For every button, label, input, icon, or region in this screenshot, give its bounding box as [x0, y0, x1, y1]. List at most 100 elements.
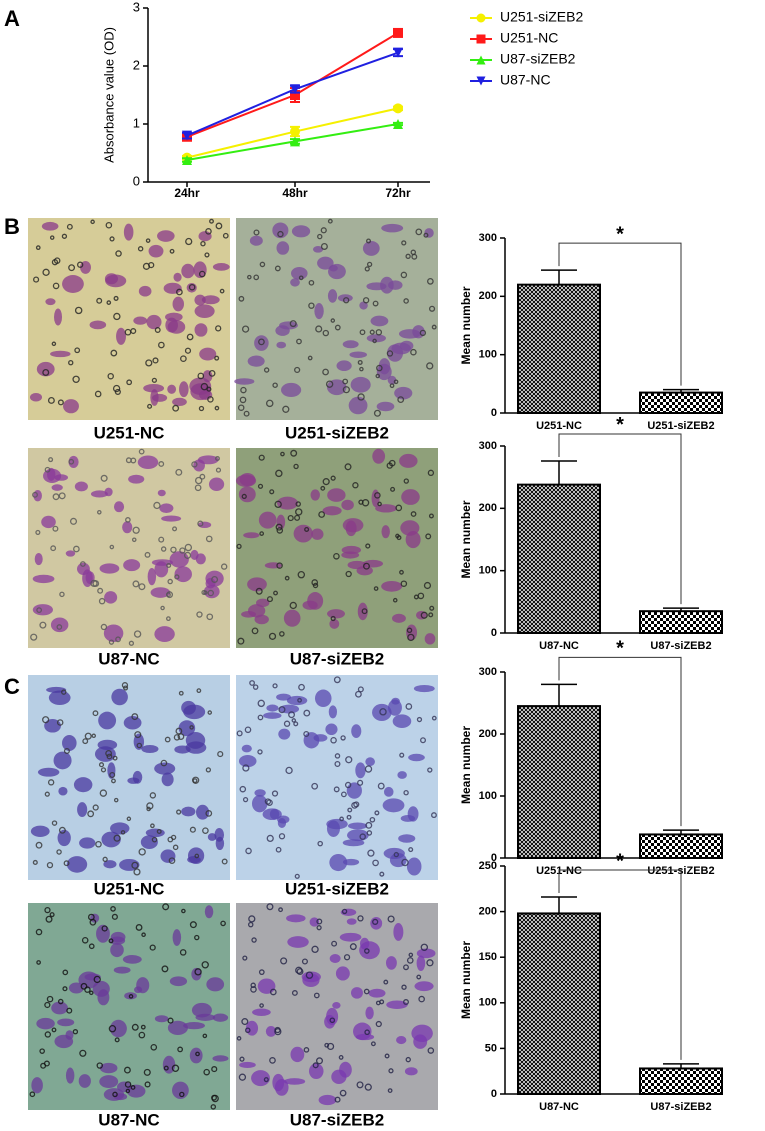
cell [281, 382, 302, 398]
cell [286, 695, 308, 706]
pore [341, 908, 348, 915]
pore [375, 329, 383, 336]
cell [381, 580, 403, 592]
cell [159, 503, 174, 514]
pore [68, 264, 76, 272]
cell [318, 1094, 337, 1106]
pore [311, 579, 319, 586]
pore [79, 1049, 87, 1057]
cell [302, 600, 318, 610]
cell [290, 278, 300, 287]
pore [52, 282, 60, 290]
pore [88, 943, 95, 950]
micrograph [236, 675, 438, 880]
cell [205, 570, 224, 587]
pore [325, 380, 334, 388]
cell [328, 705, 338, 719]
pore [428, 612, 434, 618]
pore [258, 454, 265, 461]
cell [36, 1017, 55, 1030]
y-tick-label: 200 [479, 728, 497, 740]
pore [389, 383, 395, 389]
pore [297, 570, 306, 579]
cell [347, 822, 368, 830]
cell [187, 847, 205, 865]
cell [411, 1024, 433, 1042]
pore [359, 366, 364, 372]
cell [249, 235, 263, 246]
pore [68, 458, 75, 465]
pore [72, 375, 80, 384]
pore [364, 266, 370, 272]
cell [63, 399, 79, 414]
pore [209, 218, 214, 224]
pore [44, 466, 51, 473]
pore [392, 597, 398, 603]
pore [132, 526, 140, 534]
pore [291, 990, 298, 996]
cell [150, 587, 171, 598]
pore [269, 1057, 276, 1064]
pore [146, 806, 151, 812]
pore [49, 912, 55, 918]
cell [116, 327, 126, 345]
cell [362, 559, 384, 568]
pore [427, 767, 433, 773]
pore [399, 752, 405, 758]
pore [251, 937, 257, 943]
cell [73, 777, 93, 793]
pore [113, 834, 121, 842]
bar [517, 483, 601, 634]
pore [61, 689, 67, 695]
pore [47, 779, 55, 786]
pore [383, 979, 389, 985]
pore [405, 703, 413, 710]
pore [44, 791, 50, 797]
pore [388, 1068, 394, 1074]
panel-label: A [4, 6, 20, 31]
pore [156, 829, 162, 835]
cell [276, 241, 290, 255]
pore [236, 1036, 242, 1041]
pore [68, 360, 74, 366]
pore [410, 348, 417, 356]
cell [290, 1046, 305, 1063]
pore [144, 1081, 151, 1088]
pore [322, 329, 330, 337]
pore [124, 328, 132, 336]
cell [266, 704, 279, 712]
y-tick-label: 3 [133, 0, 140, 14]
pore [92, 804, 99, 811]
pore [183, 551, 192, 559]
cell [398, 329, 421, 339]
pore [77, 261, 84, 268]
pore [149, 944, 156, 951]
pore [96, 297, 103, 304]
pore [50, 545, 57, 552]
image-caption: U87-siZEB2 [290, 649, 384, 668]
pore [405, 253, 411, 259]
pore [274, 265, 281, 272]
cell [404, 1067, 418, 1076]
cell [154, 1015, 169, 1023]
cell [347, 829, 369, 842]
pore [215, 467, 222, 473]
pore [181, 908, 186, 914]
pore [340, 791, 347, 798]
pore [410, 511, 417, 517]
pore [403, 298, 409, 304]
pore [166, 562, 172, 568]
cell [193, 261, 207, 279]
cell [291, 225, 311, 238]
pore [427, 1047, 435, 1054]
cell [62, 275, 84, 293]
cell [370, 916, 383, 930]
cell [314, 303, 324, 320]
pore [196, 611, 203, 618]
pore [167, 1017, 174, 1024]
pore [419, 329, 427, 337]
cell [345, 520, 357, 537]
pore [431, 812, 437, 819]
pore [296, 968, 304, 976]
cell [310, 489, 320, 501]
